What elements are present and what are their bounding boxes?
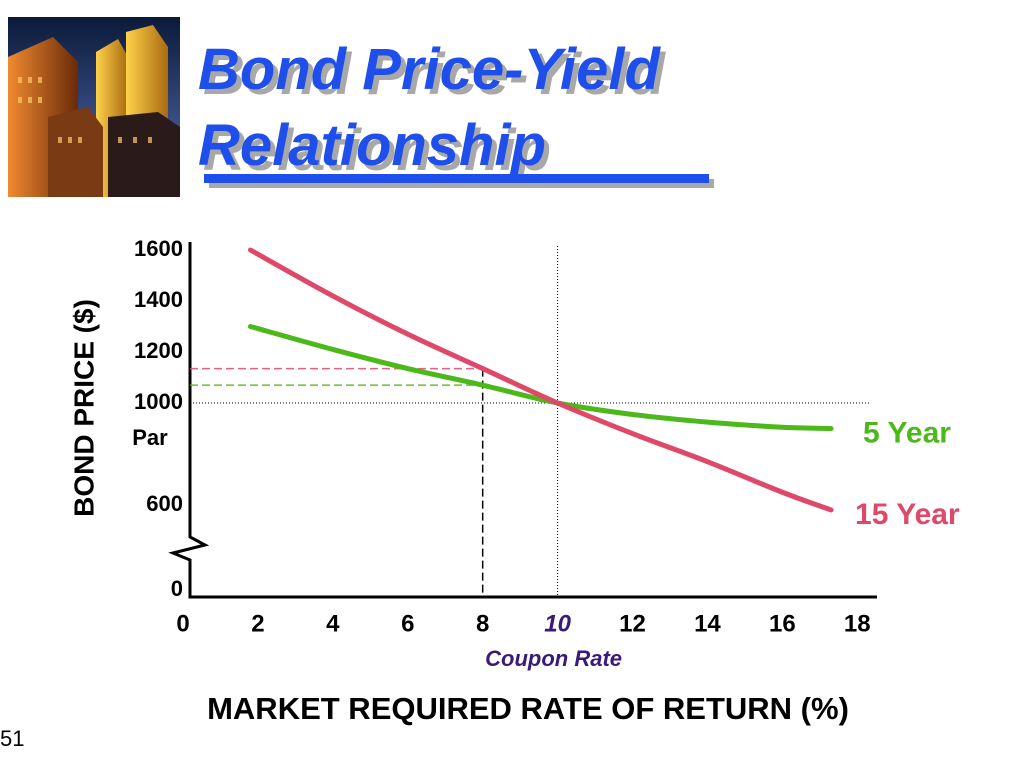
x-axis-title: MARKET REQUIRED RATE OF RETURN (%) [207,691,849,726]
x-tick-label: 14 [694,610,721,637]
series-line [247,247,834,513]
x-tick-label: 18 [844,610,871,637]
y-tick-label: 600 [146,491,183,516]
y-tick-label: 1400 [134,287,183,312]
y-tick-label: 1000 [134,389,183,414]
coupon-rate-label: Coupon Rate [485,646,622,671]
x-tick-label: 4 [326,610,340,637]
x-tick-label: 16 [769,610,796,637]
y-axis-title: BOND PRICE ($) [68,299,99,517]
x-tick-label: 6 [401,610,414,637]
title-underline [204,174,709,183]
series-label: 5 Year [863,416,951,449]
slide-title: Bond Price-Yield Relationship [198,37,660,178]
y-tick-label: 0 [171,576,183,601]
x-tick-label: 8 [476,610,489,637]
x-tick-label: 0 [176,610,189,637]
page-number: 51 [0,726,25,751]
series-label: 15 Year [855,498,960,531]
axes [168,242,877,599]
par-label: Par [132,425,168,450]
y-tick-label: 1600 [134,236,183,261]
y-tick-label: 1200 [134,338,183,363]
x-tick-label: 12 [619,610,646,637]
series-line [247,324,834,431]
x-tick-label: 2 [251,610,264,637]
x-tick-label: 10 [544,610,571,637]
skyscraper-photo [8,17,180,197]
